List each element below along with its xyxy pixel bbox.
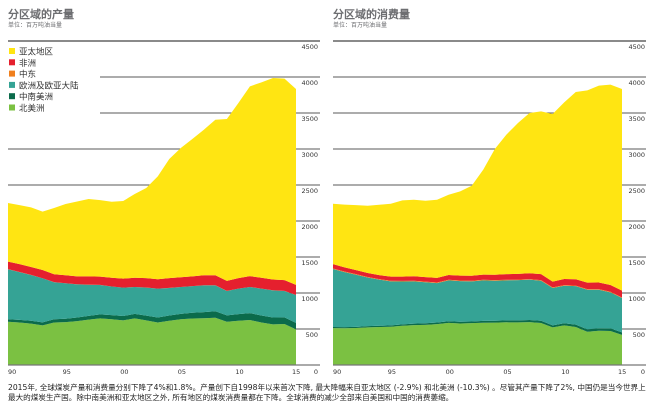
- y-tick-label: 500: [306, 331, 318, 339]
- y-tick-label: 1000: [301, 295, 318, 303]
- y-tick-label: 3500: [301, 115, 318, 123]
- y-tick-label: 3000: [301, 151, 318, 159]
- area-series-5: [333, 84, 622, 291]
- area-series-2: [8, 269, 296, 323]
- area-series-4: [8, 261, 296, 295]
- y-tick-label-zero: 0: [641, 368, 645, 376]
- caption-text: 2015年, 全球煤炭产量和消费量分别下降了4%和1.8%。产量创下自1998年…: [8, 383, 646, 402]
- legend-label: 亚太地区: [19, 47, 54, 58]
- legend-item: 中南美洲: [9, 92, 53, 103]
- legend-item: 北美洲: [9, 103, 45, 114]
- x-tick-label: 10: [561, 368, 569, 376]
- y-tick-label: 2500: [628, 187, 645, 195]
- area-series-1: [8, 311, 296, 330]
- y-tick-label: 3000: [628, 151, 645, 159]
- legend-label: 中南美洲: [19, 92, 53, 103]
- legend-item: 欧洲及欧亚大陆: [9, 80, 79, 91]
- consumption-chart-subtitle: 单位：百万吨油当量: [333, 21, 387, 29]
- legend-item: 非洲: [9, 58, 36, 69]
- x-tick-label: 95: [388, 368, 396, 376]
- area-series-0: [333, 322, 622, 365]
- y-tick-label: 4000: [628, 79, 645, 87]
- production-chart-title: 分区域的产量: [8, 7, 74, 21]
- x-tick-label: 05: [178, 368, 186, 376]
- production-chart-subtitle: 单位：百万吨油当量: [8, 21, 62, 29]
- legend-swatch: [9, 70, 15, 77]
- consumption-chart: 90 95 00 05 10 15 0 500 1000 1500 2000 2500 3000 3500…: [333, 40, 646, 376]
- y-tick-label: 4000: [301, 79, 318, 87]
- x-tick-label: 15: [618, 368, 626, 376]
- legend-swatch: [9, 48, 15, 54]
- consumption-chart-title: 分区域的消费量: [333, 7, 410, 21]
- x-tick-label: 90: [8, 368, 16, 376]
- legend-label: 欧洲及欧亚大陆: [19, 80, 79, 91]
- x-tick-label: 05: [503, 368, 511, 376]
- x-tick-label: 10: [235, 368, 243, 376]
- area-series-0: [8, 317, 296, 365]
- y-tick-label: 3500: [628, 115, 645, 123]
- x-tick-label: 15: [292, 368, 300, 376]
- y-tick-label: 500: [633, 331, 645, 339]
- y-tick-label: 4500: [301, 43, 318, 51]
- area-series-4: [333, 264, 622, 298]
- legend-label: 中东: [19, 69, 36, 80]
- legend-swatch: [9, 81, 15, 88]
- area-series-2: [333, 269, 622, 333]
- y-tick-label-zero: 0: [314, 368, 318, 376]
- x-tick-label: 00: [120, 368, 128, 376]
- legend-label: 非洲: [19, 58, 36, 69]
- y-tick-label: 2000: [301, 223, 318, 231]
- y-tick-label: 2000: [628, 223, 645, 231]
- area-series-5: [8, 78, 296, 285]
- production-chart: 90 95 00 05 10 15 0 500 1000 1500 2000 2500 3000 3500…: [8, 40, 320, 376]
- legend-swatch: [9, 104, 15, 111]
- y-tick-label: 2500: [301, 187, 318, 195]
- legend-item: 亚太地区: [9, 47, 54, 58]
- legend-label: 北美洲: [19, 103, 45, 114]
- legend-item: 中东: [9, 69, 36, 80]
- x-tick-label: 90: [333, 368, 341, 376]
- legend-swatch: [9, 93, 15, 100]
- x-tick-label: 00: [446, 368, 454, 376]
- y-tick-label: 1500: [628, 259, 645, 267]
- x-tick-label: 95: [63, 368, 71, 376]
- y-tick-label: 1000: [628, 295, 645, 303]
- y-tick-label: 1500: [301, 259, 318, 267]
- y-tick-label: 4500: [628, 43, 645, 51]
- legend-swatch: [9, 59, 15, 66]
